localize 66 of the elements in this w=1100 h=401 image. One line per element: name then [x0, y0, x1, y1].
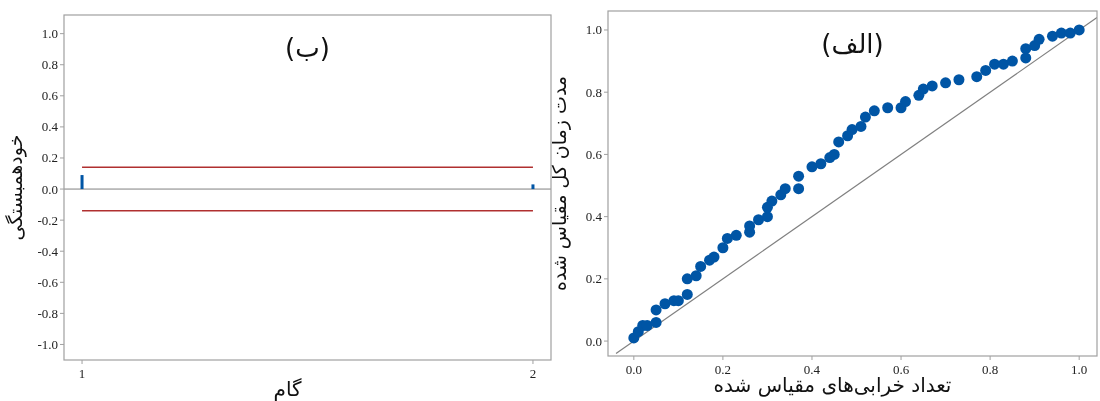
- y-tick-label: 0.0: [41, 181, 58, 197]
- y-tick-label: 0.0: [585, 333, 602, 349]
- point: [1020, 43, 1032, 55]
- point: [1046, 30, 1058, 42]
- point: [900, 96, 911, 108]
- point: [793, 183, 805, 195]
- point: [761, 211, 773, 223]
- x-tick-label: 2: [529, 366, 537, 381]
- y-tick-label: 0.2: [41, 150, 58, 166]
- y-tick-label: 0.4: [585, 209, 603, 225]
- text: (الف): [821, 29, 884, 59]
- point: [695, 260, 707, 272]
- point: [846, 124, 858, 136]
- point: [806, 161, 818, 173]
- point: [855, 120, 867, 132]
- y-tick-label: 0.6: [41, 88, 59, 104]
- point: [766, 195, 778, 207]
- point: [681, 273, 693, 285]
- x-tick-label: 0.0: [625, 362, 642, 377]
- point: [1006, 55, 1018, 67]
- point: [868, 105, 880, 117]
- point: [1073, 24, 1085, 36]
- y-tick-label: -0.8: [37, 305, 58, 321]
- point: [917, 83, 929, 95]
- y-axis-title: خودهمبستگی: [4, 134, 27, 241]
- point: [753, 214, 765, 226]
- point: [717, 242, 729, 254]
- x-tick-label: 0.8: [981, 362, 999, 377]
- text: (ب): [285, 33, 330, 63]
- point: [971, 71, 983, 83]
- y-tick-label: 1.0: [41, 26, 58, 42]
- y-tick-label: 0.4: [41, 119, 59, 135]
- y-tick-label: 0.6: [585, 146, 603, 162]
- point: [659, 298, 671, 310]
- point: [650, 304, 662, 316]
- y-tick-label: -0.4: [37, 243, 59, 259]
- y-tick-label: -0.6: [37, 274, 59, 290]
- y-tick-label: -0.2: [37, 212, 58, 228]
- y-axis-title: مدت زمان کل مقیاس شده: [548, 75, 571, 292]
- point: [815, 158, 827, 170]
- point: [980, 64, 992, 76]
- point: [779, 183, 791, 195]
- point: [926, 80, 938, 92]
- point: [1033, 33, 1045, 45]
- y-tick-label: -1.0: [37, 336, 58, 352]
- point: [940, 77, 952, 89]
- point: [721, 232, 733, 244]
- point: [1064, 27, 1076, 39]
- point: [833, 136, 845, 148]
- point: [650, 316, 662, 328]
- point: [828, 148, 840, 160]
- y-tick-label: 0.8: [585, 84, 602, 100]
- x-axis-title: گام: [273, 377, 302, 401]
- point: [708, 251, 720, 263]
- point: [882, 102, 894, 114]
- point: [953, 74, 965, 86]
- y-tick-label: 0.2: [585, 271, 602, 287]
- point: [690, 270, 702, 282]
- y-tick-label: 0.8: [41, 57, 58, 73]
- x-tick-label: 1.0: [1071, 362, 1088, 377]
- point: [859, 111, 871, 123]
- x-tick-label: 1: [78, 366, 86, 381]
- point: [681, 288, 693, 300]
- y-tick-label: 1.0: [585, 22, 602, 38]
- point: [793, 170, 805, 182]
- point: [730, 229, 742, 241]
